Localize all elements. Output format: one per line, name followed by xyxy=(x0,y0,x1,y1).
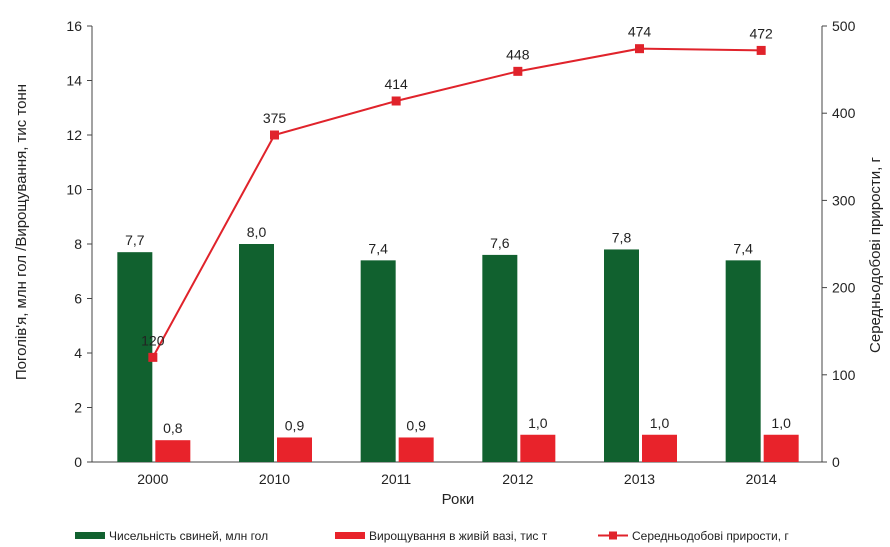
bar xyxy=(277,437,312,462)
series-line xyxy=(151,47,762,358)
bar xyxy=(604,249,639,462)
bar xyxy=(482,254,518,462)
data-label: 0,8 xyxy=(163,420,183,436)
y2-tick-label: 0 xyxy=(832,454,840,470)
line-series xyxy=(148,44,766,362)
data-label: 120 xyxy=(141,332,165,348)
data-label: 7,8 xyxy=(612,229,632,245)
data-label: 474 xyxy=(628,24,652,40)
data-label: 8,0 xyxy=(247,224,267,240)
bar xyxy=(398,437,434,462)
y-axis-label: Поголів'я, млн гол /Вирощування, тис тон… xyxy=(13,84,30,380)
data-label: 414 xyxy=(384,76,408,92)
y2-tick-label: 500 xyxy=(832,18,856,34)
bar xyxy=(117,252,153,462)
legend-entry: Середньодобові прирости, г xyxy=(632,529,789,543)
data-label: 7,4 xyxy=(368,240,388,256)
x-tick-label: 2013 xyxy=(624,471,655,487)
x-tick-label: 2012 xyxy=(502,471,533,487)
axes: 0 2 4 6 8 10 12 14 16 0 100 200 300 400 500 2000 2010 201… xyxy=(66,18,855,487)
data-label: 0,9 xyxy=(285,417,305,433)
y-tick-label: 6 xyxy=(74,291,82,307)
line-point xyxy=(756,45,766,55)
x-tick-label: 2011 xyxy=(381,471,411,487)
line-point xyxy=(148,352,158,362)
x-tick-label: 2000 xyxy=(137,471,168,487)
data-labels: 7,7 8,0 7,4 7,6 7,8 7,4 0,8 0,9 0,9 1,0 1,0 1,0 120 3… xyxy=(125,24,791,437)
y2-tick-label: 400 xyxy=(832,105,856,121)
legend-entry: Чисельність свиней, млн гол xyxy=(109,529,268,543)
y-tick-label: 16 xyxy=(66,18,82,34)
bar xyxy=(642,434,677,462)
bars xyxy=(117,244,799,462)
y2-tick-label: 300 xyxy=(832,192,856,208)
legend: Чисельність свиней, млн гол Вирощування в… xyxy=(75,529,789,543)
data-label: 448 xyxy=(506,46,530,62)
legend-swatch-marker xyxy=(609,531,617,540)
y-tick-label: 2 xyxy=(74,400,82,416)
data-label: 1,0 xyxy=(528,415,548,431)
data-label: 1,0 xyxy=(650,415,670,431)
x-tick-label: 2010 xyxy=(259,471,290,487)
y-tick-label: 10 xyxy=(66,182,82,198)
data-label: 7,4 xyxy=(733,240,753,256)
y-tick-label: 8 xyxy=(74,236,82,252)
line-point xyxy=(513,66,523,76)
bar xyxy=(763,434,799,462)
data-label: 472 xyxy=(749,25,773,41)
data-label: 1,0 xyxy=(771,415,791,431)
line-point xyxy=(635,44,644,54)
bar xyxy=(725,260,761,462)
legend-swatch xyxy=(75,532,105,539)
data-label: 7,7 xyxy=(125,232,145,248)
x-tick-label: 2014 xyxy=(746,471,777,487)
bar xyxy=(360,260,396,462)
bar xyxy=(239,244,274,462)
y2-tick-label: 100 xyxy=(832,367,856,383)
line-point xyxy=(270,130,279,140)
line-point xyxy=(391,96,401,106)
y-tick-label: 14 xyxy=(66,73,82,89)
data-label: 0,9 xyxy=(406,417,426,433)
data-label: 7,6 xyxy=(490,235,510,251)
bar xyxy=(520,434,556,462)
x-axis-label: Роки xyxy=(442,491,475,508)
y-tick-label: 12 xyxy=(66,127,82,143)
data-label: 375 xyxy=(263,110,287,126)
y-tick-label: 4 xyxy=(74,345,82,361)
y2-tick-label: 200 xyxy=(832,280,856,296)
legend-swatch xyxy=(335,532,365,539)
legend-entry: Вирощування в живій вазі, тис т xyxy=(369,529,548,543)
y-tick-label: 0 xyxy=(74,454,82,470)
bar xyxy=(155,440,191,462)
y2-axis-label: Середньодобові прирости, г xyxy=(867,156,884,353)
